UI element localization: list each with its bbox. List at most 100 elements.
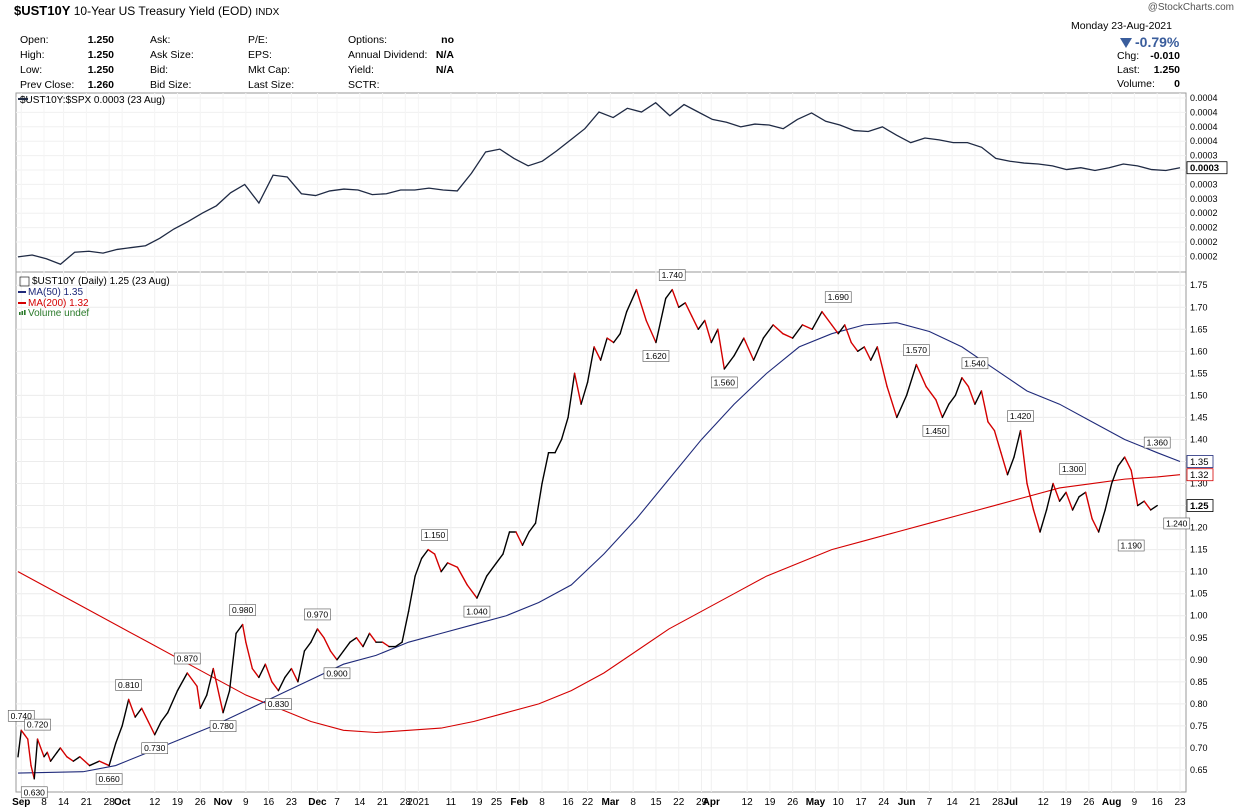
price-segment (710, 328, 719, 344)
price-segment (941, 403, 950, 419)
annotation-box (141, 742, 169, 755)
price-segment (606, 337, 615, 344)
price-segment (1000, 451, 1009, 476)
ma50-legend: MA(50) 1.35 (28, 287, 83, 298)
ma50-last-box (1186, 455, 1214, 468)
x-tick-label: 15 (650, 797, 662, 808)
volume-icon (21, 311, 24, 315)
price-segment (863, 346, 872, 361)
price-y-tick: 0.95 (1190, 633, 1208, 643)
volume-icon (19, 312, 21, 315)
annotation-label: 0.780 (212, 721, 234, 731)
price-legend: $UST10Y (Daily) 1.25 (23 Aug) (32, 276, 170, 287)
price-segment (665, 288, 673, 300)
pe-label: P/E: (248, 34, 268, 46)
price-y-tick: 0.75 (1190, 721, 1208, 731)
x-tick-label: Oct (114, 797, 131, 808)
price-segment (915, 363, 927, 388)
x-tick-label: 7 (927, 797, 933, 808)
x-tick-label: 8 (41, 797, 47, 808)
price-y-tick: 1.10 (1190, 567, 1208, 577)
x-tick-label: 9 (1132, 797, 1138, 808)
price-segment (368, 632, 377, 643)
ma200-legend: MA(200) 1.32 (28, 298, 89, 309)
sctr-label: SCTR: (348, 79, 380, 91)
price-segment (414, 557, 423, 577)
volume-icon (24, 310, 26, 315)
price-segment (140, 707, 149, 723)
price-segment (241, 623, 247, 643)
change-percent: -0.79% (1120, 34, 1179, 50)
price-segment (27, 738, 32, 767)
price-series (17, 288, 1158, 780)
price-segment (857, 346, 865, 353)
dividend-value: N/A (435, 49, 454, 61)
x-tick-label: 17 (855, 797, 867, 808)
annotation-label: 0.870 (177, 654, 199, 664)
x-tick-label: 14 (354, 797, 366, 808)
price-y-tick: 0.70 (1190, 743, 1208, 753)
price-segment (251, 667, 260, 679)
price-y-tick: 1.00 (1190, 611, 1208, 621)
price-segment (186, 672, 198, 687)
down-triangle-icon (1120, 38, 1132, 49)
price-y-tick: 0.90 (1190, 655, 1208, 665)
price-segment (837, 324, 846, 335)
ask-size-label: Ask Size: (150, 49, 194, 61)
price-segment (974, 390, 983, 405)
price-segment (88, 760, 101, 767)
exchange: INDX (255, 7, 280, 18)
price-segment (1078, 491, 1087, 498)
annotation-label: 0.740 (11, 711, 33, 721)
price-segment (704, 319, 712, 344)
x-tick-label: 12 (149, 797, 161, 808)
annotation-label: 1.740 (662, 270, 684, 280)
price-segment (40, 747, 45, 758)
annotation-box (304, 608, 331, 621)
price-segment (199, 694, 208, 709)
annotation-box (20, 786, 48, 799)
price-y-tick: 1.65 (1190, 324, 1208, 334)
ratio-y-tick: 0.0002 (1190, 237, 1218, 247)
price-segment (599, 337, 608, 361)
price-segment (420, 548, 429, 560)
price-segment (1110, 465, 1119, 485)
annotation-label: 0.970 (307, 609, 329, 619)
price-segment (586, 346, 595, 383)
price-segment (1143, 500, 1152, 511)
annotation-label: 1.450 (925, 426, 947, 436)
price-segment (222, 689, 231, 714)
mktcap-label: Mkt Cap: (248, 64, 291, 76)
price-segment (486, 562, 498, 577)
price-segment (1104, 482, 1113, 511)
x-tick-label: 26 (787, 797, 799, 808)
price-segment (23, 734, 29, 740)
price-segment (108, 742, 117, 767)
x-tick-label: 9 (243, 797, 249, 808)
annotation-label: 1.190 (1121, 541, 1143, 551)
price-segment (717, 328, 726, 370)
annotation-label: 0.720 (27, 720, 49, 730)
x-tick-label: Nov (214, 797, 233, 808)
x-tick-label: Sep (12, 797, 30, 808)
high-value: 1.250 (87, 49, 114, 61)
price-segment (160, 711, 169, 723)
x-tick-label: 21 (81, 797, 93, 808)
last-size-label: Last Size: (248, 79, 295, 91)
price-segment (1136, 500, 1145, 507)
annotation-box (903, 344, 930, 356)
chg-label: Chg: (1117, 50, 1140, 62)
x-tick-label: Apr (703, 797, 720, 808)
price-segment (967, 385, 976, 405)
price-segment (948, 394, 957, 405)
price-segment (33, 738, 39, 780)
price-segment (427, 548, 436, 555)
x-tick-label: 23 (1174, 797, 1186, 808)
ratio-y-tick: 0.0003 (1190, 151, 1218, 161)
annotation-label: 1.240 (1166, 518, 1188, 528)
price-segment (1032, 509, 1041, 533)
price-segment (1045, 482, 1054, 511)
price-segment (495, 553, 504, 564)
x-tick-label: 11 (446, 797, 457, 808)
